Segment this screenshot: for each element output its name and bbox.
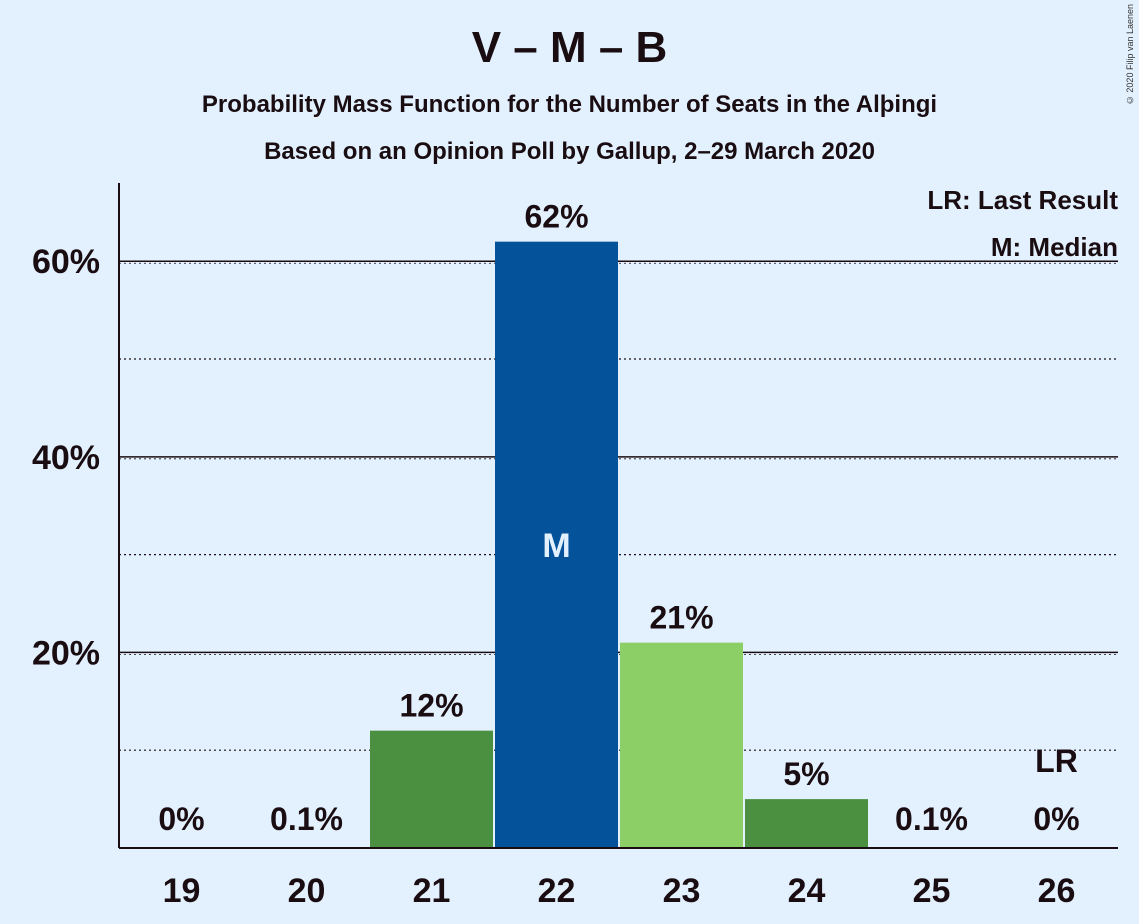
y-tick-label: 20% (32, 634, 100, 672)
chart-subtitle: Probability Mass Function for the Number… (201, 91, 938, 118)
chart-title: V – M – B (471, 23, 668, 72)
bar-24 (745, 799, 868, 848)
value-label-26: 0% (1033, 801, 1079, 837)
value-label-24: 5% (783, 756, 829, 792)
chart-subtitle-source: Based on an Opinion Poll by Gallup, 2–29… (264, 138, 875, 165)
x-tick-label: 24 (788, 872, 826, 910)
bar-22 (495, 241, 618, 849)
bar-21 (370, 730, 493, 848)
value-label-20: 0.1% (270, 801, 343, 837)
bars (370, 241, 868, 849)
median-marker: M (542, 527, 570, 565)
bar-23 (620, 642, 743, 848)
x-tick-label: 19 (163, 872, 201, 910)
value-label-25: 0.1% (895, 801, 968, 837)
value-label-22: 62% (524, 199, 588, 235)
axes: 20% 40% 60% 19 20 21 22 23 24 25 26 (32, 183, 1118, 910)
x-tick-label: 20 (288, 872, 326, 910)
x-tick-label: 25 (913, 872, 951, 910)
legend: LR: Last Result M: Median (927, 185, 1118, 262)
value-label-19: 0% (158, 801, 204, 837)
x-tick-label: 23 (663, 872, 701, 910)
legend-last-result: LR: Last Result (927, 185, 1118, 215)
value-label-21: 12% (399, 688, 463, 724)
last-result-marker: LR (1035, 743, 1078, 779)
legend-median: M: Median (991, 232, 1118, 262)
value-label-23: 21% (649, 600, 713, 636)
value-labels: 0% 0.1% 12% 62% M 21% 5% 0.1% 0% LR (158, 199, 1079, 837)
x-tick-label: 21 (413, 872, 451, 910)
y-tick-label: 40% (32, 439, 100, 477)
y-tick-label: 60% (32, 243, 100, 281)
gridlines (119, 260, 1118, 751)
x-tick-label: 26 (1038, 872, 1076, 910)
x-tick-label: 22 (538, 872, 576, 910)
